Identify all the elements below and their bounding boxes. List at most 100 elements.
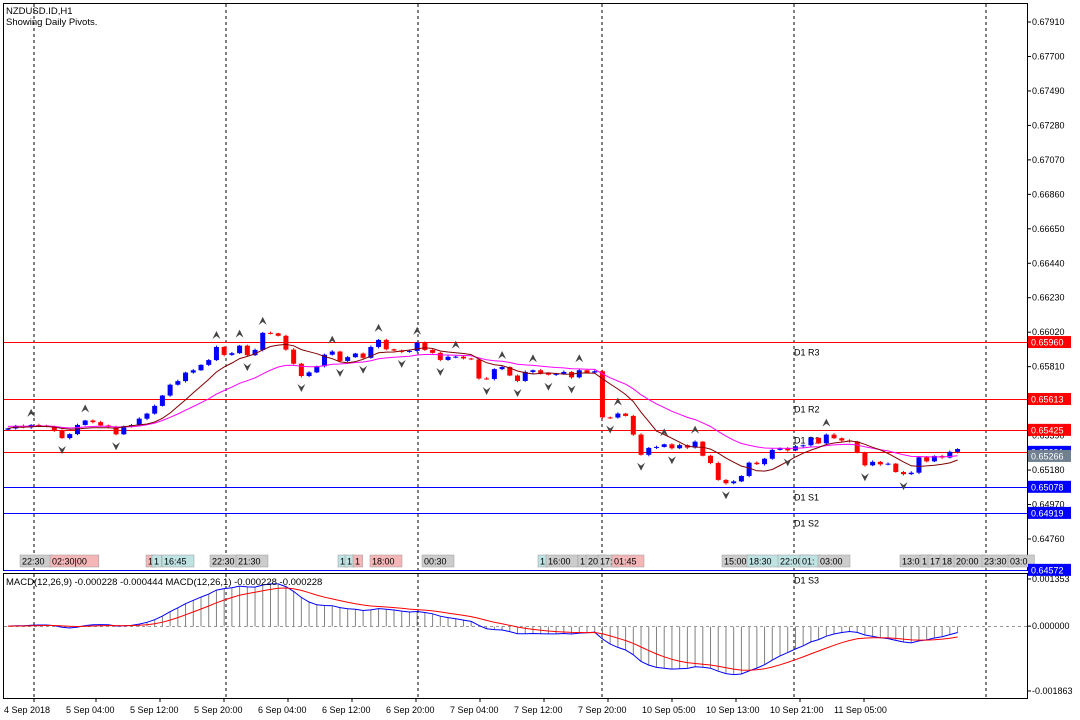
fractal-up-arrow-icon: [374, 323, 383, 332]
y-axis-label: 0.67490: [1032, 86, 1065, 96]
candle-body: [360, 353, 366, 358]
y-axis-label: 0.65810: [1032, 362, 1065, 372]
candle-body: [630, 415, 636, 435]
price-tag: [1028, 392, 1071, 405]
price-tag: [1028, 563, 1071, 576]
macd-axis-label: 0.001353: [1032, 574, 1070, 584]
y-axis-label: 0.66860: [1032, 189, 1065, 199]
candle-body: [190, 370, 196, 373]
x-axis-label: 10 Sep 05:00: [642, 705, 696, 715]
candle-body: [530, 370, 536, 372]
y-axis-label: 0.67910: [1032, 17, 1065, 27]
y-axis-label: 0.67070: [1032, 155, 1065, 165]
x-axis-label: 7 Sep 20:00: [578, 705, 627, 715]
macd-panel[interactable]: [3, 573, 1028, 699]
event-marker[interactable]: [161, 554, 195, 568]
candle-body: [522, 371, 528, 381]
candle-body: [152, 405, 158, 414]
event-marker-label: 1: [540, 557, 545, 567]
pivot-label: D1 S3: [794, 576, 819, 586]
fractal-up-arrow-icon: [451, 340, 460, 349]
candle-body: [592, 371, 598, 373]
event-marker-label: 03:00: [820, 557, 843, 567]
event-marker[interactable]: [817, 554, 851, 568]
candle-body: [460, 356, 466, 359]
event-marker-label: 1: [154, 557, 159, 567]
event-marker[interactable]: [611, 554, 645, 568]
candle-body: [422, 342, 428, 350]
fractal-up-arrow-icon: [27, 408, 36, 417]
candle-body: [777, 448, 783, 450]
candle-body: [615, 413, 621, 418]
candle-body: [445, 356, 451, 360]
candle-body: [175, 381, 181, 385]
candle-body: [113, 426, 119, 435]
event-marker-label: 18:00: [372, 557, 395, 567]
price-tag: [1028, 336, 1071, 349]
fractal-up-arrow-icon: [81, 404, 90, 413]
candle-body: [731, 481, 737, 484]
candle-body: [893, 463, 899, 473]
candle-body: [136, 418, 142, 426]
candle-body: [237, 345, 243, 354]
candle-body: [376, 339, 382, 347]
candle-body: [908, 472, 914, 475]
candle-body: [862, 452, 868, 466]
candle-body: [576, 370, 582, 378]
event-marker-label: 22:30: [22, 557, 45, 567]
event-marker[interactable]: [235, 554, 269, 568]
x-axis-label: 10 Sep 13:00: [706, 705, 760, 715]
fractal-up-arrow-icon: [528, 354, 537, 363]
candle-body: [816, 437, 822, 444]
candle-body: [924, 457, 930, 462]
fractal-down-arrow-icon: [667, 456, 676, 465]
x-axis-label: 7 Sep 12:00: [514, 705, 563, 715]
fractal-up-arrow-icon: [235, 329, 244, 338]
event-marker-label: 17:: [600, 557, 613, 567]
candle-body: [437, 352, 443, 360]
y-axis-label: 0.66230: [1032, 293, 1065, 303]
event-marker[interactable]: [151, 554, 162, 568]
candle-body: [5, 428, 11, 430]
candle-body: [916, 457, 922, 473]
event-marker[interactable]: [369, 554, 403, 568]
candle-body: [831, 434, 837, 439]
candle-body: [808, 437, 814, 446]
candle-body: [252, 349, 258, 356]
candle-body: [67, 434, 73, 439]
candle-body: [352, 353, 358, 358]
y-axis-label: 0.64970: [1032, 500, 1065, 510]
event-marker-label: 01:45: [614, 557, 637, 567]
y-axis-label: 0.65180: [1032, 465, 1065, 475]
candle-body: [206, 360, 212, 365]
candle-body: [314, 366, 320, 373]
event-marker[interactable]: [49, 554, 100, 568]
candle-body: [584, 370, 590, 373]
candle-body: [607, 417, 613, 419]
event-marker-label: 03:0: [1010, 557, 1028, 567]
fractal-down-arrow-icon: [567, 385, 576, 394]
fractal-down-arrow-icon: [359, 365, 368, 374]
candle-body: [167, 384, 173, 396]
x-axis-label: 6 Sep 04:00: [258, 705, 307, 715]
x-axis-label: 6 Sep 12:00: [322, 705, 371, 715]
event-marker[interactable]: [421, 554, 455, 568]
candle-body: [955, 449, 961, 452]
candle-body: [738, 475, 744, 482]
event-marker[interactable]: [1007, 554, 1035, 568]
fractal-up-arrow-icon: [212, 330, 221, 339]
candle-body: [260, 332, 266, 350]
pivot-label: D1 R2: [794, 405, 820, 415]
event-marker-label: 22:30: [212, 557, 235, 567]
event-marker[interactable]: [352, 554, 363, 568]
candle-body: [213, 346, 219, 361]
candle-body: [561, 371, 567, 374]
price-tag-label: 0.65613: [1031, 394, 1064, 404]
candle-body: [754, 462, 760, 465]
price-tag: [1028, 480, 1071, 493]
candle-body: [121, 426, 127, 435]
macd-line: [7, 583, 958, 676]
symbol-label: NZDUSD.ID,H1: [6, 6, 73, 17]
